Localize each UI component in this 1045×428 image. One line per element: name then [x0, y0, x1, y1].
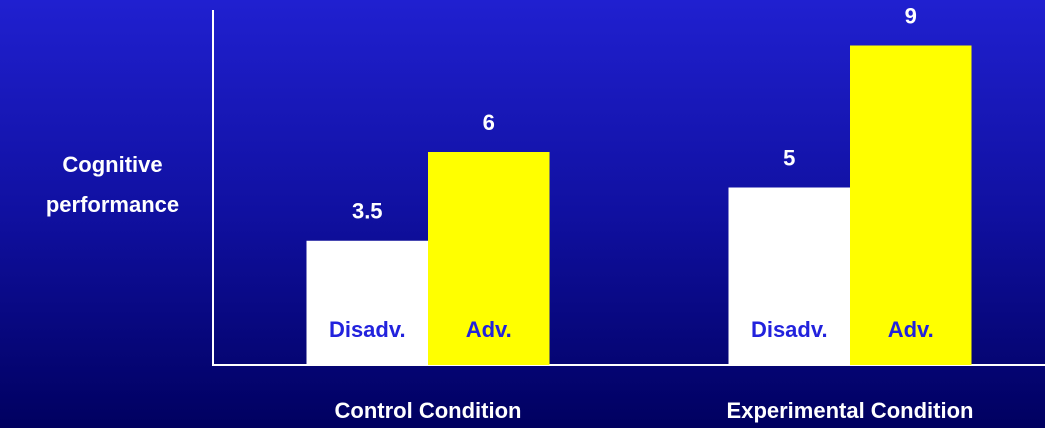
series-label: Disadv.	[329, 317, 406, 342]
x-tick-label: Control Condition	[335, 398, 522, 423]
data-label: 9	[905, 3, 917, 28]
bar	[850, 45, 972, 365]
series-label: Adv.	[888, 317, 934, 342]
data-label: 3.5	[352, 199, 383, 224]
data-label: 6	[483, 110, 495, 135]
series-label: Adv.	[466, 317, 512, 342]
bar	[428, 152, 550, 365]
bar	[728, 187, 850, 365]
bar	[306, 240, 428, 365]
series-label: Disadv.	[751, 317, 828, 342]
x-tick-label: Experimental Condition	[727, 398, 974, 423]
data-label: 5	[783, 145, 795, 170]
y-axis-label: Cognitive performance	[45, 152, 180, 217]
